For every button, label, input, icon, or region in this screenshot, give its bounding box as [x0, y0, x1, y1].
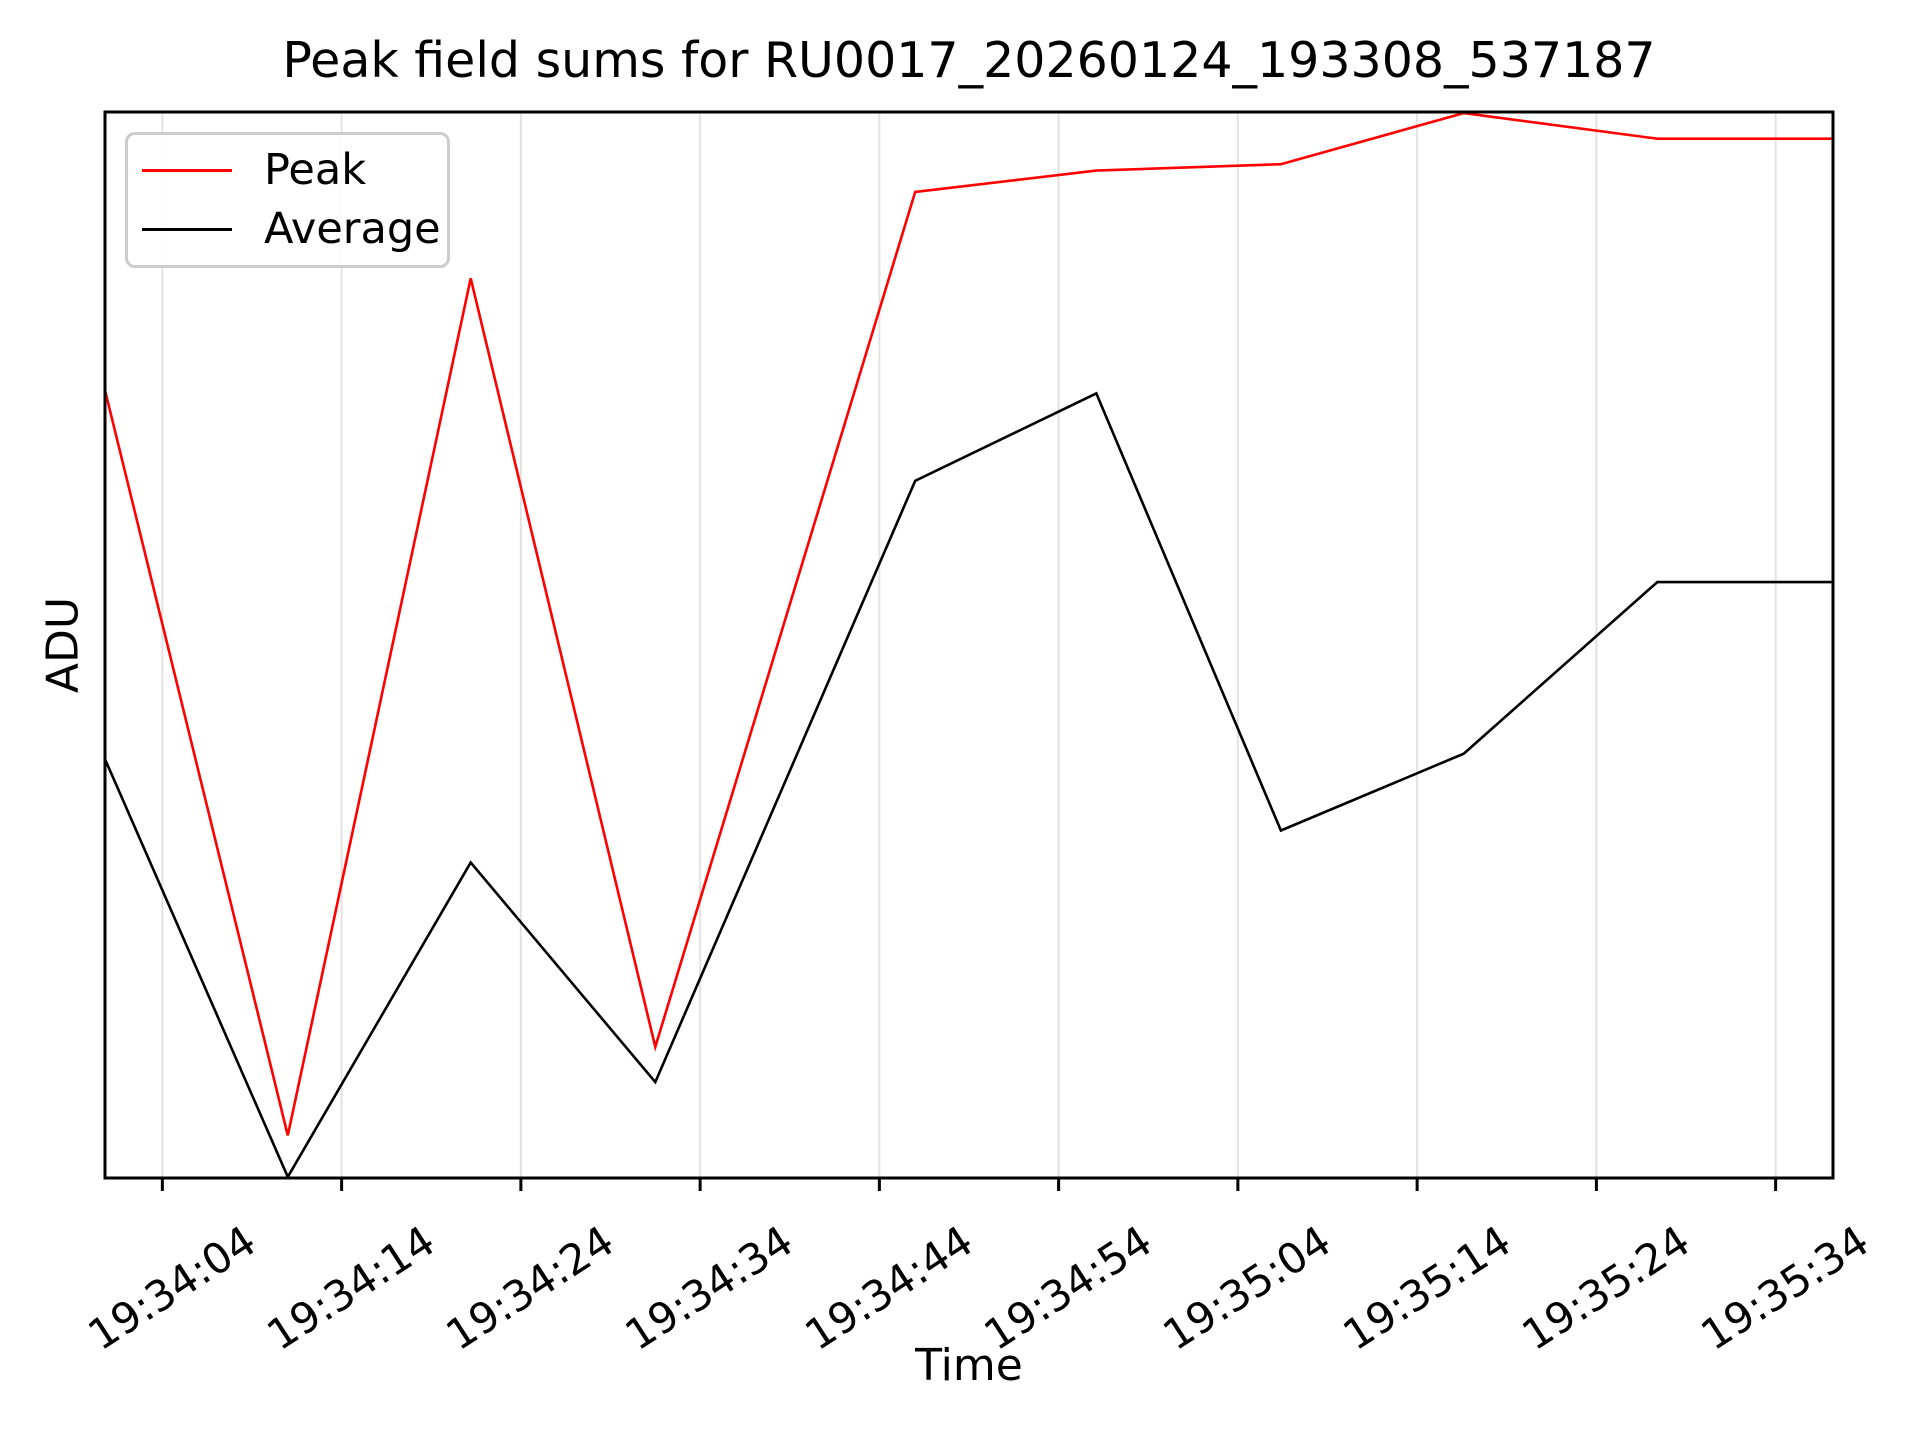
legend-label: Average [264, 204, 441, 254]
axes-frame [103, 110, 1835, 1180]
legend-entry-average: Average [128, 208, 447, 251]
legend-line-sample-peak [142, 169, 232, 172]
x-axis-label: Time [915, 1340, 1023, 1391]
average-series-line [103, 391, 1833, 1180]
legend-entry-peak: Peak [128, 149, 447, 192]
legend-label: Peak [264, 145, 367, 195]
legend: Peak Average [125, 132, 450, 268]
y-axis-label: ADU [37, 596, 89, 694]
peak-series-line [103, 111, 1833, 1136]
chart-title: Peak field sums for RU0017_20260124_1933… [282, 32, 1656, 89]
legend-line-sample-average [142, 228, 232, 231]
